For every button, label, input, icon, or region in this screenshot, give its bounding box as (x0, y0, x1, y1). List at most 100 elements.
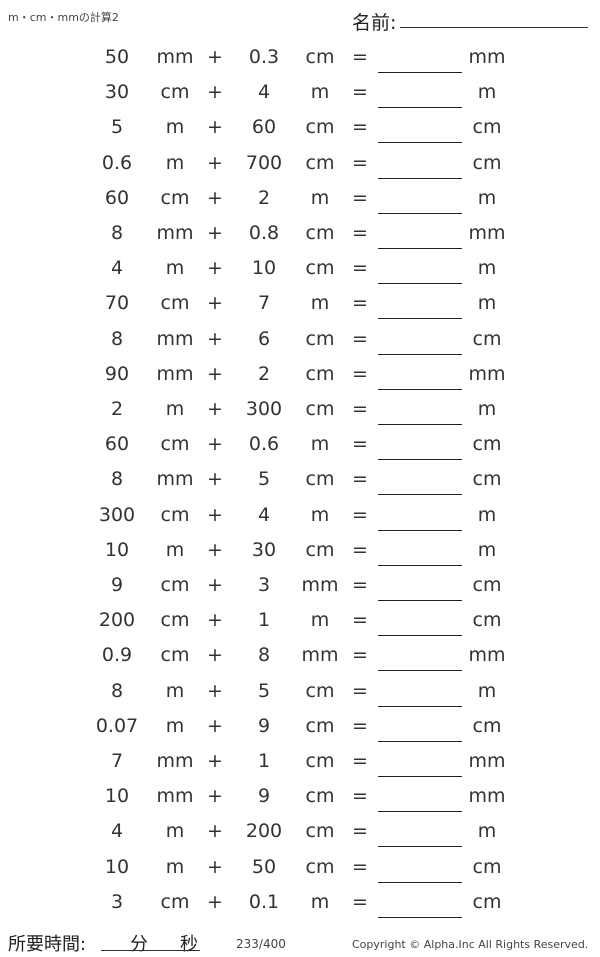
first-value: 50 (104, 46, 130, 68)
first-value: 10 (104, 855, 130, 878)
answer-blank[interactable] (378, 424, 462, 425)
first-unit: cm (160, 609, 190, 632)
answer-unit: cm (472, 327, 502, 350)
second-value: 3 (257, 574, 271, 596)
first-value: 4 (110, 820, 124, 843)
plus-sign: + (207, 327, 223, 350)
answer-blank[interactable] (378, 72, 462, 73)
first-unit: cm (160, 890, 190, 913)
plus-sign: + (207, 855, 223, 878)
answer-blank[interactable] (378, 248, 462, 249)
second-value: 2 (257, 362, 271, 385)
answer-blank[interactable] (378, 740, 462, 742)
answer-blank[interactable] (378, 846, 462, 848)
answer-blank[interactable] (378, 494, 462, 496)
time-field[interactable] (101, 950, 200, 951)
second-value: 1 (257, 609, 271, 632)
second-unit: cm (305, 750, 335, 772)
second-unit: cm (305, 714, 335, 737)
plus-sign: + (207, 714, 223, 737)
answer-blank[interactable] (378, 107, 462, 109)
second-value: 4 (257, 81, 271, 104)
answer-unit: cm (472, 855, 502, 878)
answer-blank[interactable] (378, 811, 462, 813)
first-unit: mm (156, 362, 194, 385)
equals-sign: = (352, 81, 368, 104)
first-value: 9 (110, 574, 124, 596)
answer-blank[interactable] (378, 353, 462, 355)
first-unit: mm (156, 327, 194, 350)
first-value: 8 (110, 468, 124, 491)
second-unit: cm (305, 327, 335, 350)
plus-sign: + (207, 785, 223, 808)
answer-blank[interactable] (378, 776, 462, 777)
problem-row: 50 mm +0.3 cm = mm (0, 46, 600, 81)
answer-unit: cm (472, 890, 502, 913)
problem-row: 5 m +60 cm = cm (0, 116, 600, 151)
answer-blank[interactable] (378, 142, 462, 144)
first-value: 7 (110, 750, 124, 772)
answer-blank[interactable] (378, 318, 462, 320)
second-unit: m (310, 609, 330, 632)
answer-blank[interactable] (378, 670, 462, 672)
second-value: 1 (257, 750, 271, 772)
copyright: Copyright © Alpha.Inc All Rights Reserve… (352, 938, 589, 951)
answer-blank[interactable] (378, 212, 462, 214)
second-unit: cm (305, 222, 335, 244)
name-field[interactable] (400, 27, 588, 28)
second-value: 0.6 (248, 433, 280, 456)
second-unit: cm (305, 855, 335, 878)
answer-unit: mm (468, 750, 506, 772)
answer-unit: mm (468, 362, 506, 385)
answer-unit: m (477, 820, 497, 843)
second-unit: cm (305, 116, 335, 139)
answer-blank[interactable] (378, 529, 462, 531)
plus-sign: + (207, 362, 223, 385)
second-value: 5 (257, 468, 271, 491)
problem-row: 10 m +30 cm = m (0, 539, 600, 574)
answer-blank[interactable] (378, 388, 462, 390)
first-unit: cm (160, 433, 190, 456)
first-value: 2 (110, 398, 124, 420)
equals-sign: = (352, 609, 368, 632)
second-unit: cm (305, 538, 335, 561)
first-unit: mm (156, 468, 194, 491)
answer-unit: cm (472, 433, 502, 456)
plus-sign: + (207, 292, 223, 315)
problem-row: 9 cm +3 mm = cm (0, 574, 600, 609)
answer-blank[interactable] (378, 881, 462, 883)
answer-unit: cm (472, 468, 502, 491)
plus-sign: + (207, 609, 223, 632)
answer-blank[interactable] (378, 916, 462, 918)
worksheet-title: m・cm・mmの計算2 (8, 11, 119, 24)
answer-blank[interactable] (378, 283, 462, 285)
first-unit: m (165, 398, 185, 420)
answer-blank[interactable] (378, 564, 462, 566)
first-unit: cm (160, 644, 190, 667)
first-unit: mm (156, 785, 194, 808)
equals-sign: = (352, 644, 368, 667)
answer-unit: m (477, 186, 497, 209)
second-unit: cm (305, 468, 335, 491)
answer-blank[interactable] (378, 635, 462, 637)
answer-blank[interactable] (378, 177, 462, 179)
problem-row: 0.07 m +9 cm = cm (0, 715, 600, 750)
answer-blank[interactable] (378, 600, 462, 601)
second-value: 6 (257, 327, 271, 350)
answer-unit: m (477, 398, 497, 420)
answer-blank[interactable] (378, 459, 462, 461)
plus-sign: + (207, 116, 223, 139)
second-unit: cm (305, 785, 335, 808)
seconds-label: 秒 (180, 934, 198, 955)
first-unit: m (165, 257, 185, 280)
problem-row: 7 mm +1 cm = mm (0, 750, 600, 785)
problem-row: 3 cm +0.1 m = cm (0, 891, 600, 926)
equals-sign: = (352, 433, 368, 456)
answer-blank[interactable] (378, 705, 462, 707)
answer-unit: mm (468, 785, 506, 808)
equals-sign: = (352, 714, 368, 737)
answer-unit: m (477, 81, 497, 104)
first-value: 5 (110, 116, 124, 139)
equals-sign: = (352, 750, 368, 772)
problem-row: 10 mm +9 cm = mm (0, 785, 600, 820)
